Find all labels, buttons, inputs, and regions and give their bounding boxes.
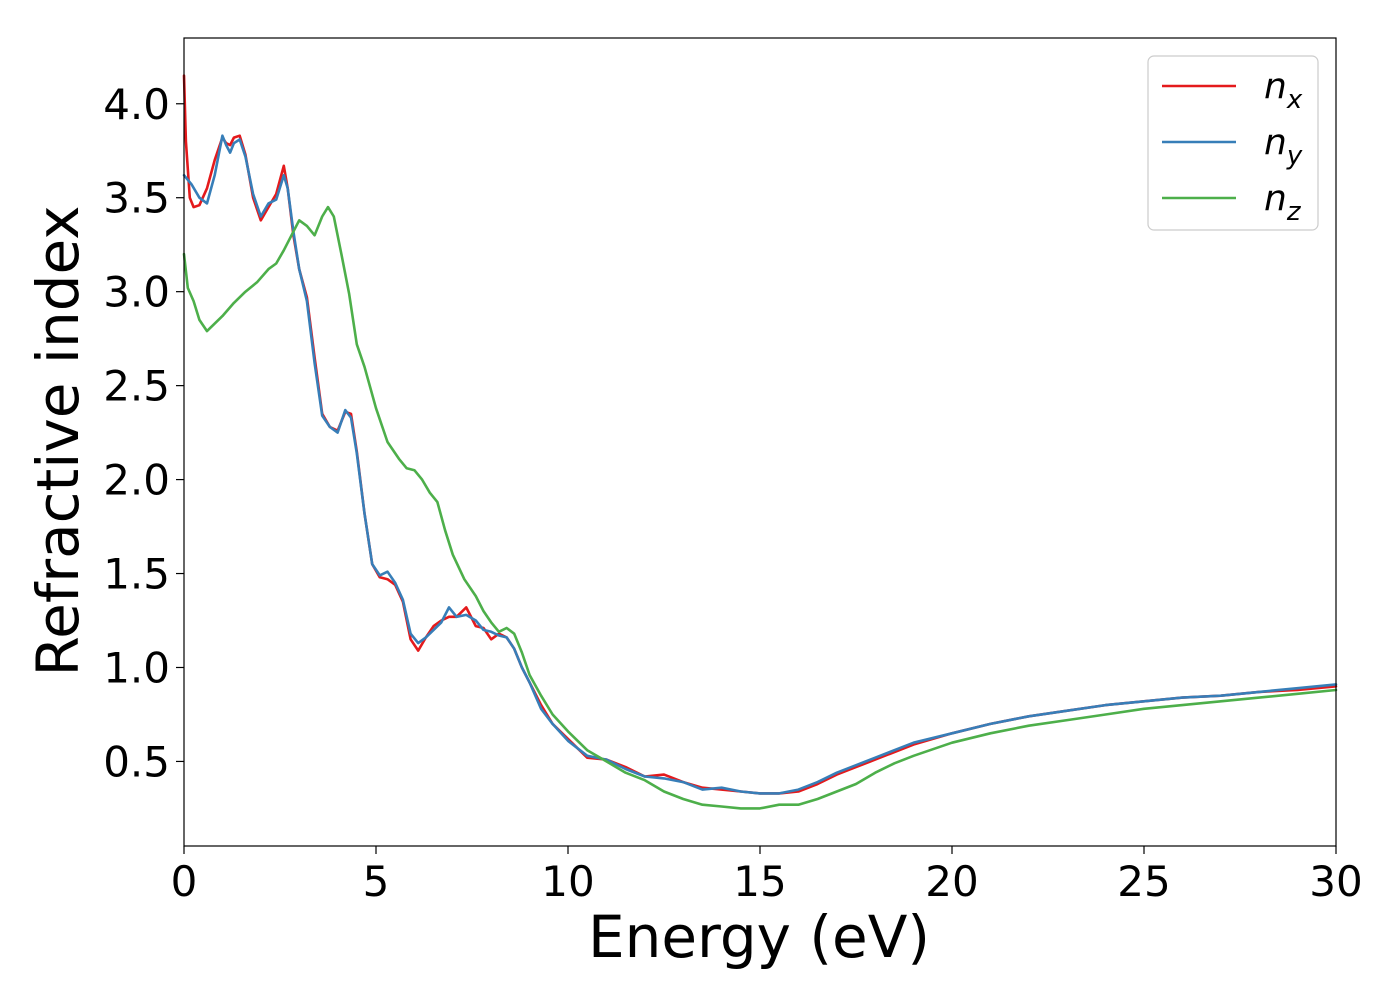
y-tick-label: 3.0 [103, 268, 170, 317]
y-tick-label: 4.0 [103, 80, 170, 129]
x-tick-label: 20 [925, 857, 978, 906]
series-line-n-y [182, 134, 1338, 795]
series-line-n-z [182, 205, 1338, 810]
legend-label-n-y: ny [1264, 122, 1303, 171]
x-tick-label: 30 [1309, 857, 1362, 906]
x-tick-label: 10 [541, 857, 594, 906]
y-tick-label: 1.5 [103, 550, 170, 599]
y-axis-label: Refractive index [24, 205, 92, 676]
y-tick-label: 1.0 [103, 643, 170, 692]
y-tick-label: 0.5 [103, 737, 170, 786]
legend: nx ny nz [1147, 55, 1319, 231]
y-tick-label: 2.5 [103, 362, 170, 411]
x-tick-label: 5 [363, 857, 390, 906]
x-tick-label: 25 [1117, 857, 1170, 906]
y-axis-ticks: 0.5 1.0 1.5 2.0 2.5 3.0 3.5 4.0 [103, 80, 184, 786]
x-axis-label: Energy (eV) [588, 903, 930, 971]
legend-label-n-z: nz [1264, 178, 1302, 227]
legend-label-n-x: nx [1264, 66, 1303, 115]
series-layer [182, 74, 1338, 810]
x-tick-label: 15 [733, 857, 786, 906]
x-axis-ticks: 0 5 10 15 20 25 30 [171, 846, 1363, 906]
x-tick-label: 0 [171, 857, 198, 906]
y-tick-label: 3.5 [103, 174, 170, 223]
y-tick-label: 2.0 [103, 456, 170, 505]
